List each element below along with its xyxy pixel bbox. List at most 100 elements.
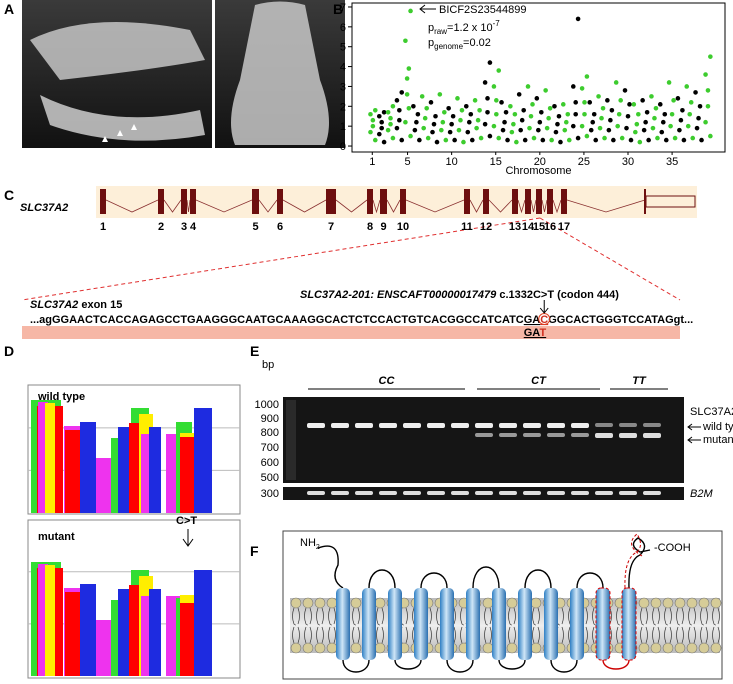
snp-point bbox=[616, 111, 622, 117]
snp-point bbox=[565, 111, 571, 117]
band-b2m bbox=[427, 491, 445, 495]
snp-point bbox=[494, 98, 499, 103]
snp-point bbox=[680, 107, 685, 113]
snp-point bbox=[449, 121, 454, 127]
n-terminus: NH2 bbox=[300, 537, 320, 551]
p: p bbox=[428, 22, 434, 34]
p-sub: raw bbox=[434, 27, 447, 36]
snp-point bbox=[677, 127, 682, 133]
loop bbox=[524, 569, 552, 589]
plot-frame bbox=[351, 2, 726, 153]
snp-point bbox=[379, 125, 384, 131]
exon-number: exon 15 bbox=[78, 299, 122, 311]
snp-point bbox=[512, 111, 518, 117]
snp-point bbox=[390, 104, 396, 109]
snp-point bbox=[468, 111, 474, 117]
snp-point bbox=[372, 137, 378, 143]
snp-point bbox=[465, 129, 471, 135]
exon bbox=[400, 189, 406, 214]
snp-point bbox=[575, 135, 581, 141]
intron bbox=[469, 199, 484, 213]
snp-point bbox=[641, 127, 647, 133]
snp-point bbox=[518, 127, 523, 133]
x-tick-label: 10 bbox=[446, 156, 458, 168]
snp-point bbox=[590, 119, 596, 125]
exon-gene: SLC37A2 bbox=[30, 299, 78, 311]
snp-point bbox=[505, 137, 510, 143]
band-mut bbox=[547, 433, 565, 437]
exon-number: 1 bbox=[100, 221, 106, 233]
trace-peak bbox=[180, 437, 194, 513]
panel-label: C bbox=[4, 187, 14, 203]
panel-label: D bbox=[4, 343, 14, 359]
snp-point bbox=[491, 123, 497, 129]
transcript-id: SLC37A2-201: ENSCAFT00000017479 bbox=[300, 289, 497, 301]
lipid-head bbox=[638, 642, 650, 654]
lipid-tail bbox=[712, 607, 720, 644]
ladder-label: 600 bbox=[261, 457, 279, 469]
lipid-tail bbox=[664, 607, 672, 644]
snp-point bbox=[509, 129, 515, 135]
loop bbox=[550, 659, 578, 673]
band-b2m bbox=[595, 491, 613, 495]
snp-point bbox=[705, 104, 711, 109]
snp-point bbox=[539, 109, 544, 115]
snp-point bbox=[527, 125, 532, 131]
band-b2m bbox=[499, 491, 517, 495]
exon-band bbox=[22, 326, 680, 339]
exon bbox=[326, 189, 336, 214]
intron bbox=[405, 199, 465, 213]
p-sub: genome bbox=[434, 42, 463, 51]
y-tick-label: 3 bbox=[340, 81, 346, 93]
exon bbox=[483, 189, 489, 214]
intron bbox=[335, 199, 368, 213]
snp-point bbox=[570, 84, 576, 89]
snp-point bbox=[531, 135, 537, 141]
snp-point bbox=[684, 84, 690, 89]
x-tick-label: 20 bbox=[534, 156, 546, 168]
snp-point bbox=[399, 137, 405, 143]
band-b2m bbox=[331, 491, 349, 495]
snp-point bbox=[693, 90, 698, 95]
snp-point bbox=[579, 86, 585, 91]
snp-point bbox=[475, 117, 481, 123]
lipid-tail bbox=[304, 607, 312, 644]
exon-number: 11 bbox=[461, 221, 473, 233]
snp-point bbox=[499, 100, 504, 105]
exon bbox=[100, 189, 106, 214]
snp-point bbox=[675, 96, 681, 101]
snp-point bbox=[596, 94, 601, 99]
exon bbox=[181, 189, 187, 214]
panel-label: B bbox=[333, 1, 343, 17]
snp-point bbox=[525, 84, 531, 89]
intron bbox=[552, 199, 562, 214]
snp-point bbox=[522, 137, 528, 143]
x-tick-label: 30 bbox=[622, 156, 634, 168]
trace-peak bbox=[149, 589, 161, 676]
snp-point bbox=[593, 137, 599, 143]
helix bbox=[492, 588, 506, 660]
snp-point bbox=[591, 111, 597, 117]
lipid-tail bbox=[328, 607, 336, 644]
snp-point bbox=[584, 133, 590, 139]
band-wt bbox=[403, 423, 421, 428]
exon-number: 15 bbox=[533, 221, 545, 233]
helix bbox=[466, 588, 480, 660]
x-tick-label: 5 bbox=[404, 156, 410, 168]
snp-point bbox=[655, 135, 660, 141]
snp-point bbox=[487, 60, 493, 65]
snp-point bbox=[534, 96, 540, 101]
snp-point bbox=[447, 129, 453, 135]
lipid-head bbox=[302, 642, 314, 654]
lipid-head bbox=[290, 597, 302, 609]
mutant-start: GA bbox=[524, 327, 541, 339]
snp-point bbox=[650, 125, 656, 131]
exon-number: 2 bbox=[158, 221, 164, 233]
snp-point bbox=[703, 72, 708, 77]
intron bbox=[530, 199, 537, 213]
exon bbox=[512, 189, 518, 214]
exon bbox=[464, 189, 470, 214]
lipid-head bbox=[674, 642, 686, 654]
snp-point bbox=[496, 68, 502, 73]
